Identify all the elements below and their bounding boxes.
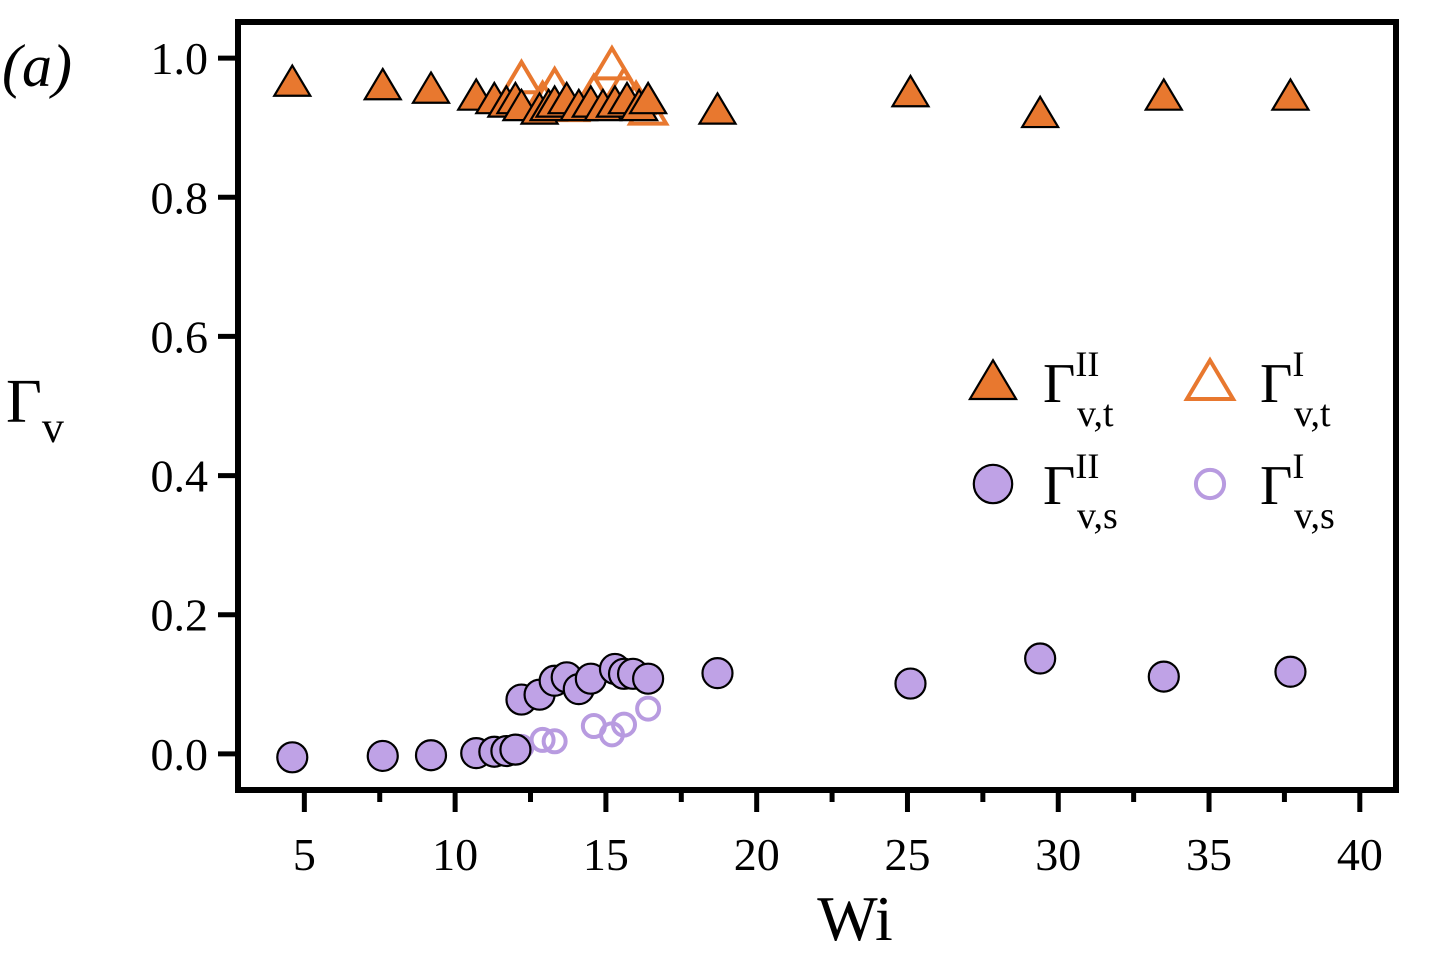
y-axis-label: Γv (6, 368, 64, 452)
data-point (628, 80, 669, 115)
x-axis-label: Wi (817, 883, 893, 954)
y-tick-label: 1.0 (151, 33, 209, 84)
series-2 (272, 63, 1311, 129)
axis-ticks: 5 10 15 20 25 30 35 40 0.0 0.2 0.4 0.6 0.8 1.0 (151, 33, 1383, 880)
data-point (890, 73, 931, 108)
data-point (635, 695, 662, 722)
data-point (499, 733, 532, 766)
x-tick-label: 20 (734, 829, 780, 880)
legend-item: ΓI v,s (1193, 446, 1335, 537)
data-point (411, 70, 451, 104)
panel-label: (a) (2, 33, 72, 99)
legend-label: ΓII v,s (1043, 446, 1118, 537)
series-3 (276, 642, 1307, 774)
data-point (272, 63, 313, 97)
data-point (541, 728, 568, 755)
data-point (362, 66, 403, 101)
x-tick-label: 40 (1337, 829, 1383, 880)
legend-marker (967, 358, 1019, 401)
y-tick-label: 0.6 (151, 311, 209, 362)
legend-marker (1183, 356, 1237, 401)
x-tick-label: 10 (432, 829, 478, 880)
x-tick-label: 35 (1186, 829, 1232, 880)
data-point (276, 741, 309, 774)
y-tick-label: 0.4 (151, 451, 209, 502)
legend-item: ΓII v,t (967, 344, 1114, 435)
x-tick-label: 5 (293, 829, 316, 880)
data-point (697, 91, 738, 125)
legend-item: ΓII v,s (972, 446, 1118, 537)
legend: ΓII v,t ΓI v,t ΓII v,s ΓI v,s (967, 344, 1335, 537)
data-point (1274, 655, 1307, 688)
legend-label: ΓII v,t (1043, 344, 1114, 435)
data-point (414, 739, 448, 772)
legend-item: ΓI v,t (1183, 344, 1331, 435)
x-tick-label: 30 (1035, 829, 1081, 880)
data-point (611, 711, 637, 738)
legend-marker (972, 463, 1014, 505)
x-tick-label: 25 (884, 829, 930, 880)
data-point (894, 667, 927, 700)
x-tick-label: 15 (583, 829, 629, 880)
data-point (701, 657, 734, 690)
data-point (1270, 77, 1311, 111)
y-tick-label: 0.8 (151, 172, 209, 223)
legend-label: ΓI v,s (1260, 446, 1335, 537)
data-point (366, 739, 399, 773)
legend-label: ΓI v,t (1260, 344, 1331, 435)
legend-marker (1193, 467, 1227, 501)
plot-frame (235, 19, 1399, 793)
data-point (529, 726, 556, 753)
y-tick-label: 0.0 (151, 729, 209, 780)
data-points (272, 44, 1311, 774)
data-point (590, 44, 634, 81)
data-point (1024, 642, 1057, 675)
y-tick-label: 0.2 (151, 590, 209, 641)
data-point (632, 662, 665, 695)
data-point (1147, 660, 1180, 693)
data-point (1143, 77, 1184, 111)
data-point (1020, 94, 1061, 129)
